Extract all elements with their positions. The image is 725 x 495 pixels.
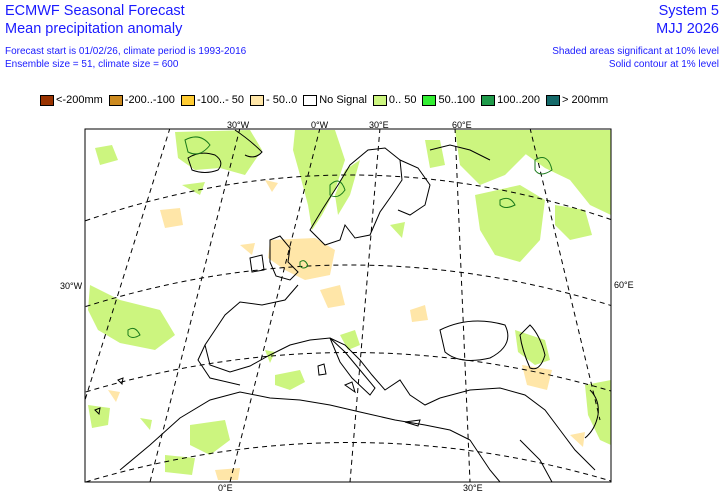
ensemble-info: Ensemble size = 51, climate size = 600 xyxy=(5,59,179,70)
legend-swatch xyxy=(250,94,265,106)
forecast-title: ECMWF Seasonal Forecast xyxy=(5,3,185,19)
legend-item: 0.. 50 xyxy=(372,94,417,106)
legend-label: 50..100 xyxy=(438,94,476,106)
grid-label-top-30e: 30°E xyxy=(369,120,389,130)
map-content xyxy=(85,129,611,482)
legend-swatch xyxy=(180,94,195,106)
legend-label: -100..- 50 xyxy=(196,94,245,106)
significance-contours xyxy=(127,136,553,338)
significance-note-1: Solid contour at 1% level xyxy=(608,59,719,70)
season-label: MJJ 2026 xyxy=(656,21,719,37)
legend-swatch xyxy=(481,94,496,106)
legend-item: 50..100 xyxy=(422,94,475,106)
legend-label: 0.. 50 xyxy=(388,94,417,106)
legend-swatch xyxy=(108,94,123,106)
legend-label: 100..200 xyxy=(497,94,540,106)
legend-item: -200..-100 xyxy=(108,94,175,106)
legend-label: - 50..0 xyxy=(266,94,298,106)
legend-swatch xyxy=(422,94,437,106)
significance-note-10: Shaded areas significant at 10% level xyxy=(552,46,719,57)
legend: <-200mm -200..-100 -100..- 50 - 50..0 No Sig… xyxy=(40,93,614,107)
map-frame xyxy=(84,128,612,483)
positive-anomaly-regions xyxy=(88,130,611,475)
grid-label-right-60e: 60°E xyxy=(614,280,634,290)
legend-swatch xyxy=(303,94,318,106)
grid-label-top-0: 0°W xyxy=(311,120,329,130)
system-label: System 5 xyxy=(658,3,719,19)
grid-label-top-30w: 30°W xyxy=(227,120,250,130)
grid-label-left-30w: 30°W xyxy=(60,281,83,291)
grid-label-top-60e: 60°E xyxy=(452,120,472,130)
precipitation-anomaly-map: 30°W 0°W 30°E 60°E 30°W 60°E 0°E 30°E xyxy=(60,120,634,493)
graticule xyxy=(85,129,611,482)
forecast-start-info: Forecast start is 01/02/26, climate peri… xyxy=(5,46,247,57)
grid-label-bottom-0: 0°E xyxy=(218,483,233,493)
legend-swatch xyxy=(40,94,54,106)
legend-swatch xyxy=(372,94,387,106)
legend-item: -100..- 50 xyxy=(180,94,245,106)
legend-item: <-200mm xyxy=(40,94,103,106)
legend-label: -200..-100 xyxy=(124,94,175,106)
legend-label: <-200mm xyxy=(56,94,103,106)
legend-label: No Signal xyxy=(319,94,367,106)
legend-item: No Signal xyxy=(303,94,367,106)
negative-anomaly-regions xyxy=(108,180,585,480)
legend-item: 100..200 xyxy=(481,94,540,106)
forecast-subtitle: Mean precipitation anomaly xyxy=(5,21,183,37)
legend-item: > 200mm xyxy=(545,94,609,106)
legend-label: > 200mm xyxy=(561,94,609,106)
legend-item: - 50..0 xyxy=(250,94,297,106)
coastlines xyxy=(94,129,599,482)
grid-label-bottom-30e: 30°E xyxy=(463,483,483,493)
legend-swatch xyxy=(545,94,560,106)
